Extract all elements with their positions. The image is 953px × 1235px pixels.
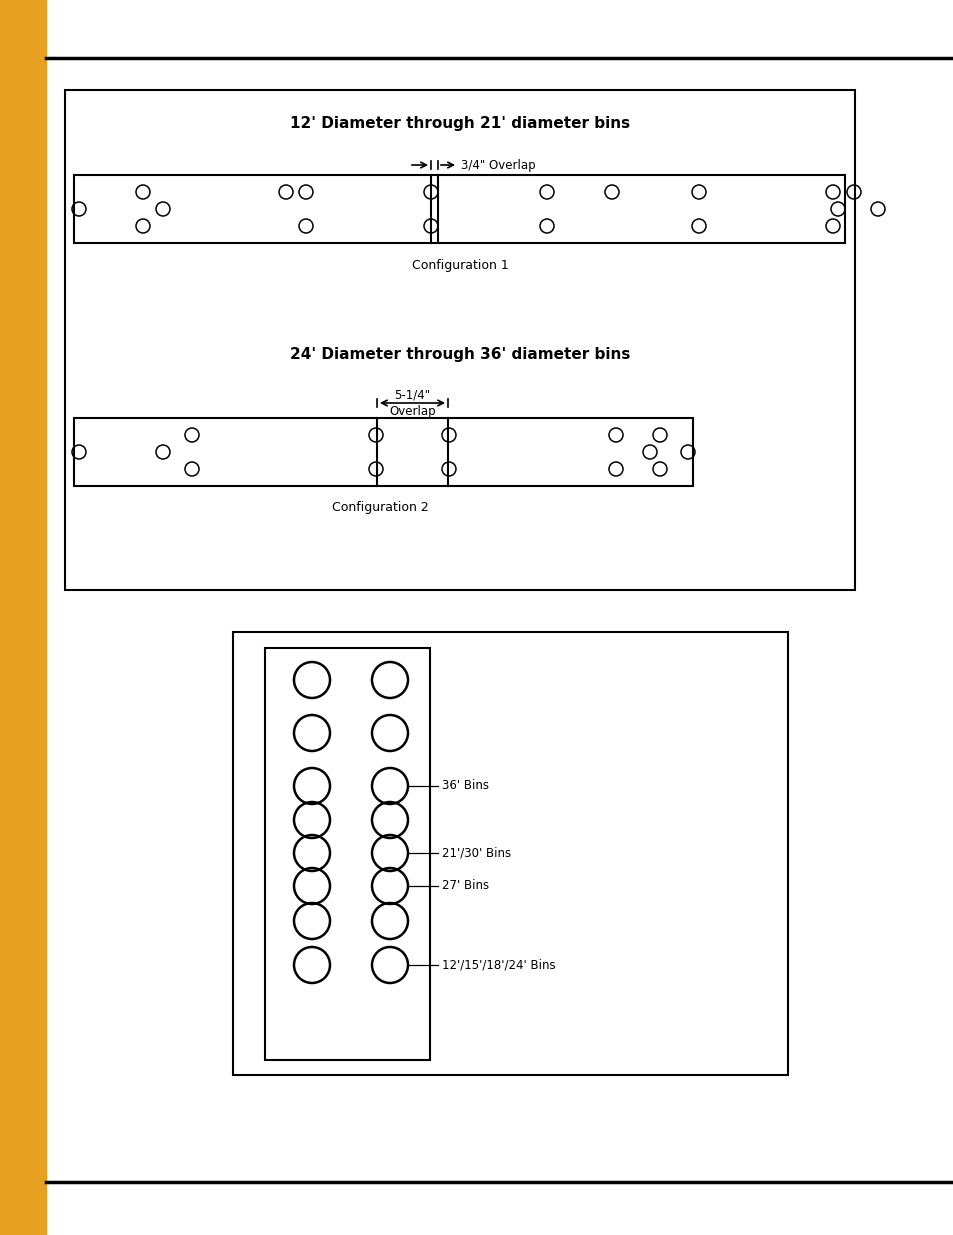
Text: 36' Bins: 36' Bins: [441, 779, 489, 793]
Bar: [233, 632, 787, 1074]
Bar: [74, 417, 692, 487]
Text: 12'/15'/18'/24' Bins: 12'/15'/18'/24' Bins: [441, 958, 555, 972]
Text: Overlap: Overlap: [389, 405, 436, 417]
Bar: [265, 648, 430, 1060]
Bar: [74, 175, 844, 243]
Text: Configuration 2: Configuration 2: [332, 501, 428, 515]
Text: Configuration 1: Configuration 1: [411, 258, 508, 272]
Bar: [0, 0, 46, 1235]
Text: 12' Diameter through 21' diameter bins: 12' Diameter through 21' diameter bins: [290, 116, 629, 131]
Bar: [65, 90, 854, 590]
Text: 21'/30' Bins: 21'/30' Bins: [441, 846, 511, 860]
Text: 5-1/4": 5-1/4": [394, 388, 430, 401]
Text: 3/4" Overlap: 3/4" Overlap: [460, 158, 535, 172]
Text: 24' Diameter through 36' diameter bins: 24' Diameter through 36' diameter bins: [290, 347, 630, 363]
Text: 27' Bins: 27' Bins: [441, 879, 489, 893]
